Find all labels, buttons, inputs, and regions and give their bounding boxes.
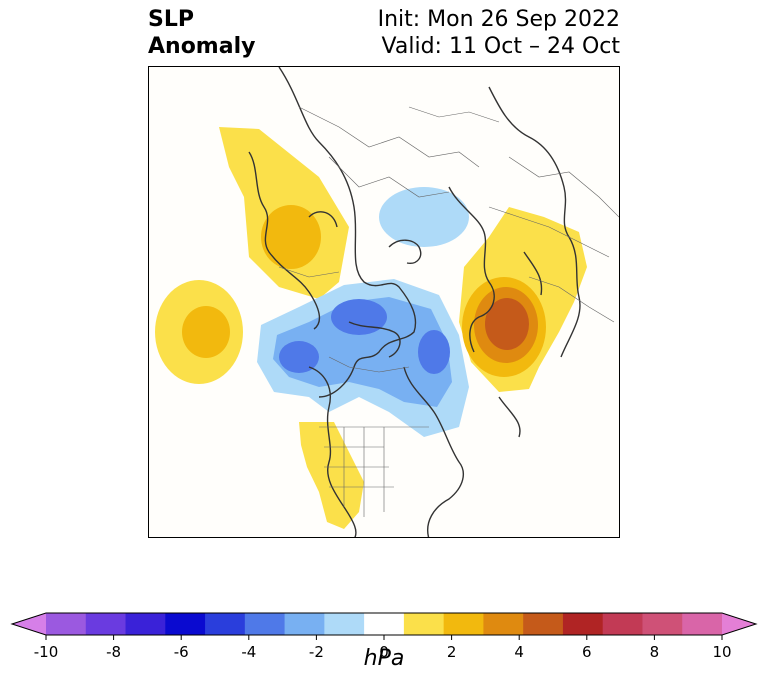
- political-borders: [278, 106, 619, 517]
- anomaly-europe-positive: [219, 127, 349, 299]
- colorbar-segment: [642, 613, 683, 635]
- slp-anomaly-map: [148, 66, 620, 538]
- colorbar-tick-label: 0: [379, 643, 389, 661]
- colorbar-tick-label: -10: [34, 643, 59, 661]
- colorbar-tick-label: 8: [650, 643, 660, 661]
- colorbar-tick-label: 4: [514, 643, 524, 661]
- coastlines: [248, 67, 581, 537]
- valid-date: Valid: 11 Oct – 24 Oct: [381, 34, 620, 59]
- colorbar-segment: [125, 613, 166, 635]
- anomaly-scandinavia-negative: [379, 187, 469, 247]
- title-line-1: SLP: [148, 7, 194, 32]
- colorbar-segment: [602, 613, 643, 635]
- title-line-2: Anomaly: [148, 34, 256, 59]
- colorbar-tick-label: -2: [309, 643, 324, 661]
- colorbar-segment: [562, 613, 604, 635]
- colorbar-tick-label: -8: [106, 643, 121, 661]
- colorbar-segment: [443, 613, 484, 635]
- colorbar-tick-label: 2: [447, 643, 457, 661]
- anomaly-central-us-positive: [299, 422, 364, 529]
- colorbar-segment: [205, 613, 246, 635]
- init-date: Init: Mon 26 Sep 2022: [377, 7, 620, 32]
- anomaly-east-asia-positive: [459, 207, 587, 392]
- colorbar: -10 -8 -6 -4 -2 0 2 4 6 8 10: [10, 612, 758, 661]
- colorbar-tick-label: -6: [174, 643, 189, 661]
- anomaly-gulf-of-alaska-positive: [155, 280, 243, 384]
- date-info: Init: Mon 26 Sep 2022 Valid: 11 Oct – 24…: [378, 6, 620, 60]
- colorbar-segment: [46, 613, 87, 635]
- colorbar-segment: [682, 613, 723, 635]
- colorbar-tick-label: -4: [241, 643, 256, 661]
- colorbar-segment: [244, 613, 286, 635]
- colorbar-segment: [403, 613, 445, 635]
- map-canvas: [155, 67, 619, 537]
- colorbar-tick-label: 10: [712, 643, 731, 661]
- colorbar-segment: [483, 613, 524, 635]
- colorbar-tick-label: 6: [582, 643, 592, 661]
- map-title: SLP Anomaly: [148, 6, 255, 60]
- colorbar-extend-low: [12, 613, 46, 635]
- colorbar-segment: [284, 613, 325, 635]
- colorbar-extend-high: [722, 613, 756, 635]
- colorbar-unit: hPa: [363, 646, 405, 671]
- colorbar-segment: [364, 613, 405, 635]
- colorbar-segment: [165, 613, 206, 635]
- colorbar-segment: [523, 613, 564, 635]
- colorbar-segment: [85, 613, 127, 635]
- colorbar-segment: [324, 613, 365, 635]
